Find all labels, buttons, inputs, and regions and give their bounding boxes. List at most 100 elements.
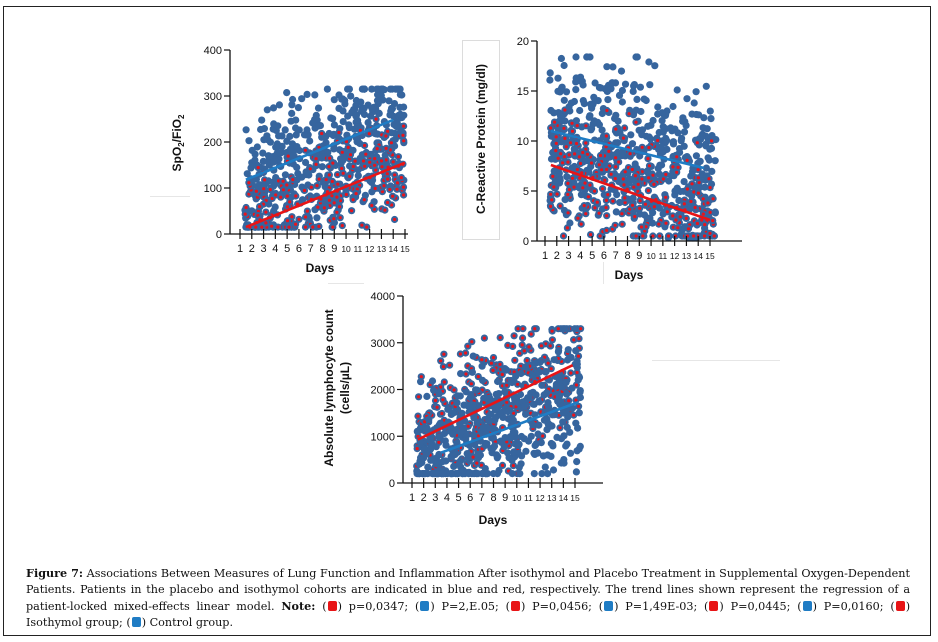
data-point-center — [513, 358, 517, 362]
data-point — [436, 419, 444, 427]
data-point-center — [549, 192, 553, 196]
data-point — [683, 95, 691, 103]
data-point-center — [577, 155, 582, 159]
data-point-center — [605, 214, 609, 218]
data-point-center — [584, 141, 588, 145]
data-point-center — [297, 217, 301, 221]
data-point-center — [708, 210, 712, 214]
data-point — [603, 87, 611, 95]
x-tick-label: 5 — [284, 243, 290, 255]
data-point-center — [576, 216, 580, 220]
data-point-center — [640, 170, 644, 174]
data-point-center — [575, 168, 580, 172]
data-point-center — [452, 388, 456, 392]
data-point — [400, 103, 408, 111]
data-point-center — [482, 336, 486, 340]
data-point — [554, 87, 562, 95]
note-item: () P=0,0160; — [790, 600, 884, 613]
data-point — [704, 154, 712, 162]
data-point — [633, 95, 641, 103]
data-point-center — [362, 198, 366, 202]
control-swatch-icon — [604, 601, 614, 611]
data-point — [682, 121, 690, 129]
data-point-center — [309, 185, 313, 189]
data-point — [464, 454, 472, 462]
data-point — [575, 409, 583, 417]
data-point — [354, 172, 362, 180]
data-point — [657, 143, 665, 151]
data-point-center — [380, 165, 384, 169]
data-point-center — [577, 404, 581, 408]
data-point — [658, 117, 666, 125]
data-point-center — [506, 343, 510, 347]
data-point-center — [638, 199, 642, 203]
data-point — [489, 470, 498, 478]
data-point-center — [479, 463, 483, 467]
data-point — [345, 124, 353, 132]
data-point-center — [433, 398, 438, 403]
data-point — [435, 390, 443, 398]
data-point — [275, 132, 283, 140]
data-point — [339, 118, 347, 126]
data-point-center — [288, 200, 292, 204]
data-point-center — [354, 192, 358, 196]
data-point — [534, 430, 542, 438]
data-point-center — [574, 383, 579, 387]
data-point-center — [415, 447, 419, 451]
data-point — [512, 395, 521, 403]
x-tick-label: 12 — [670, 251, 680, 261]
data-point-center — [611, 199, 615, 203]
data-point-center — [664, 221, 668, 225]
data-point-center — [402, 193, 406, 197]
data-point — [692, 88, 700, 96]
data-point-center — [628, 152, 632, 156]
data-point-center — [500, 372, 504, 377]
data-point-center — [363, 143, 367, 148]
data-point — [538, 470, 546, 478]
isothymol-swatch-icon — [709, 601, 719, 611]
data-point-center — [374, 168, 378, 172]
data-point — [453, 399, 461, 407]
data-point-center — [560, 161, 565, 165]
data-point-center — [573, 152, 577, 156]
data-point — [575, 373, 584, 381]
data-point — [257, 125, 265, 134]
data-point-center — [315, 184, 319, 188]
x-tick-label: 15 — [570, 493, 580, 503]
data-point-center — [340, 224, 344, 228]
data-point-center — [651, 173, 655, 177]
data-point-center — [543, 355, 547, 359]
data-point-center — [441, 365, 445, 369]
data-point-center — [529, 332, 533, 336]
data-point — [468, 368, 476, 376]
trend-line-isothymol — [245, 161, 406, 229]
data-point — [347, 92, 355, 100]
data-point-center — [482, 400, 486, 404]
data-point-center — [708, 231, 712, 235]
data-point — [560, 459, 568, 467]
data-point-center — [294, 194, 298, 198]
data-point-center — [314, 157, 318, 161]
data-point — [311, 91, 319, 99]
data-point-center — [270, 224, 274, 228]
data-point — [667, 124, 675, 132]
data-point — [615, 91, 624, 99]
data-point-center — [549, 393, 553, 397]
data-point-center — [646, 157, 650, 161]
data-point — [651, 62, 659, 70]
data-point — [454, 392, 462, 400]
data-point — [517, 432, 526, 441]
data-point — [447, 470, 455, 478]
data-point-center — [559, 152, 563, 156]
data-point-center — [340, 150, 344, 154]
data-point — [286, 132, 294, 140]
data-point-center — [263, 178, 267, 182]
data-point-center — [609, 172, 613, 176]
data-point — [432, 454, 440, 462]
y-tick-label: 4000 — [371, 291, 395, 303]
data-point-center — [572, 338, 576, 342]
y-tick-label: 300 — [204, 91, 222, 103]
note-item: () p=0,0347; — [322, 600, 409, 613]
scatter-points — [241, 85, 408, 231]
data-point — [420, 445, 428, 453]
